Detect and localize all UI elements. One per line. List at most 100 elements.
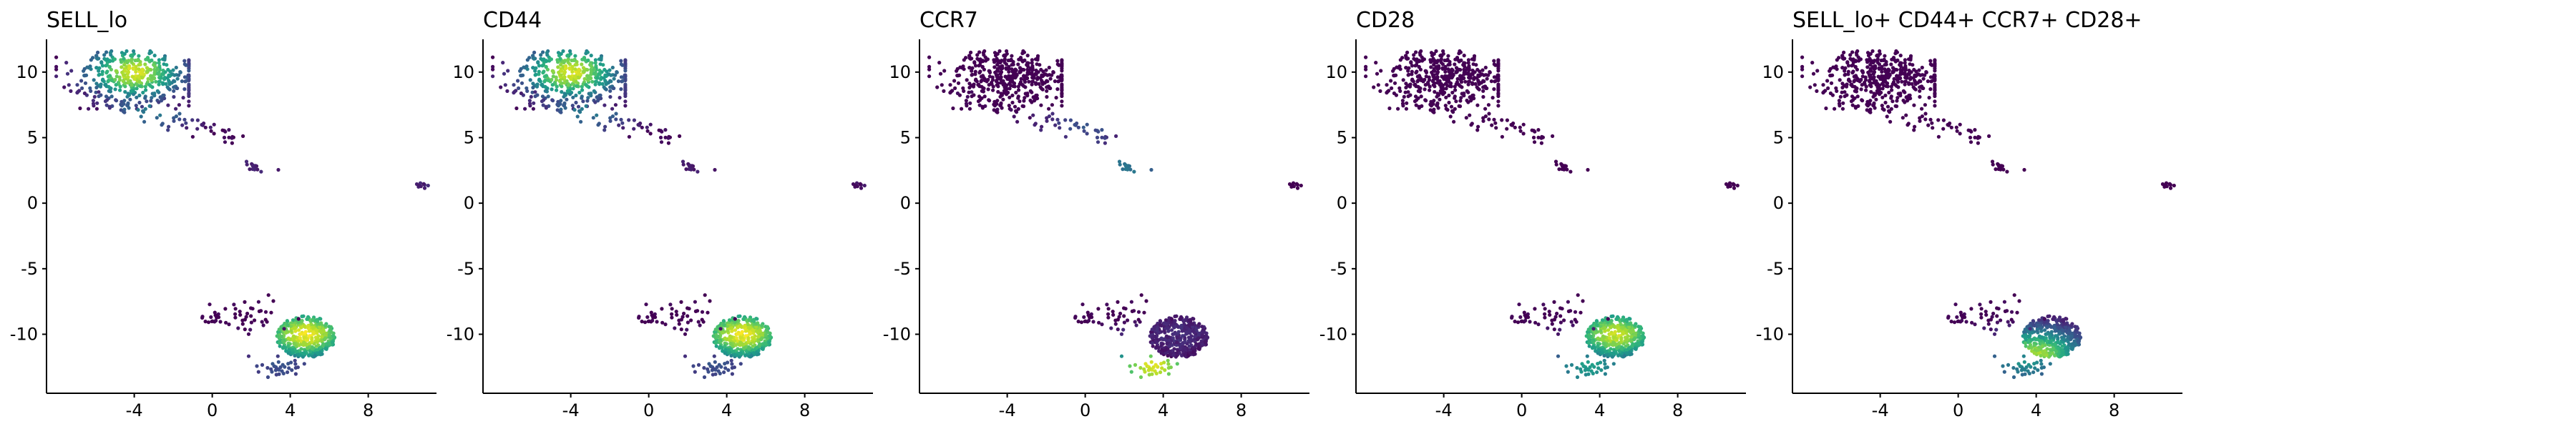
scatter-point [1196, 346, 1201, 350]
scatter-point [1400, 99, 1405, 103]
scatter-point [1636, 342, 1641, 347]
scatter-point [1022, 99, 1026, 103]
scatter-point [1449, 104, 1454, 109]
scatter-point [2032, 336, 2036, 340]
y-tick-label: -10 [447, 325, 474, 345]
scatter-point [1010, 80, 1015, 84]
scatter-point [255, 167, 260, 172]
scatter-point [1911, 85, 1916, 89]
scatter-point [2167, 182, 2172, 187]
scatter-point [1440, 66, 1445, 71]
scatter-point [1554, 162, 1558, 167]
scatter-point [1496, 69, 1501, 73]
scatter-point [1561, 163, 1565, 167]
scatter-point [144, 88, 148, 92]
scatter-point [1735, 183, 1740, 188]
scatter-point [1169, 352, 1173, 357]
y-tick-label: -5 [457, 259, 474, 279]
scatter-point [1486, 73, 1491, 77]
scatter-point [1913, 74, 1918, 79]
scatter-point [1294, 182, 1299, 187]
scatter-point [691, 364, 696, 368]
scatter-point [1853, 89, 1857, 93]
scatter-point [1599, 321, 1603, 325]
scatter-point [685, 327, 689, 332]
scatter-point [245, 162, 249, 167]
scatter-point [584, 104, 588, 108]
scatter-point [305, 346, 310, 350]
scatter-point [89, 58, 93, 62]
points [491, 49, 867, 380]
scatter-point [107, 64, 112, 69]
scatter-point [1800, 74, 1805, 79]
scatter-point [1450, 90, 1455, 95]
scatter-point [91, 102, 96, 106]
scatter-point [999, 81, 1003, 85]
scatter-point [1118, 162, 1122, 167]
scatter-point [935, 85, 940, 89]
x-tick-label: 8 [1236, 400, 1246, 420]
scatter-point [506, 69, 510, 73]
scatter-point [623, 84, 628, 88]
scatter-point [1845, 93, 1849, 97]
scatter-point [763, 333, 768, 337]
scatter-point [1423, 98, 1428, 102]
scatter-point [2023, 341, 2027, 345]
scatter-point [136, 74, 140, 79]
scatter-point [318, 322, 322, 326]
scatter-point [1020, 51, 1025, 56]
scatter-point [1606, 317, 1610, 321]
scatter-point [973, 78, 978, 82]
scatter-point [1510, 315, 1514, 320]
y-tick-label: 10 [452, 62, 474, 82]
scatter-point [1726, 183, 1730, 188]
scatter-point [1109, 326, 1113, 330]
scatter-point [1449, 70, 1454, 74]
scatter-point [1462, 76, 1466, 80]
scatter-point [1523, 318, 1528, 323]
scatter-point [2073, 325, 2077, 329]
scatter-point [1083, 319, 1088, 323]
scatter-point [1617, 334, 1621, 338]
scatter-point [1869, 81, 1873, 86]
scatter-point [972, 82, 976, 87]
scatter-point [2067, 342, 2072, 346]
scatter-point [1179, 325, 1183, 329]
scatter-point [722, 322, 726, 327]
scatter-point [540, 64, 545, 68]
scatter-point [599, 77, 603, 82]
scatter-point [576, 70, 581, 74]
scatter-point [1159, 351, 1163, 355]
scatter-point [141, 90, 145, 95]
scatter-point [977, 103, 982, 107]
scatter-point [543, 89, 547, 93]
scatter-point [1178, 346, 1183, 350]
scatter-point [1557, 167, 1561, 172]
scatter-point [1533, 320, 1538, 325]
scatter-point [1406, 73, 1410, 77]
scatter-point [972, 93, 976, 97]
panel-title: SELL_lo [47, 8, 127, 33]
scatter-point [1868, 109, 1872, 114]
scatter-point [519, 66, 523, 71]
scatter-point [152, 67, 157, 72]
scatter-point [1087, 318, 1091, 323]
scatter-point [290, 368, 294, 373]
scatter-point [1860, 83, 1864, 87]
scatter-point [593, 58, 598, 62]
scatter-point [977, 64, 981, 68]
scatter-point [1063, 134, 1068, 139]
scatter-point [648, 132, 653, 136]
scatter-point [579, 119, 583, 124]
scatter-point [1860, 74, 1865, 79]
scatter-point [747, 317, 751, 322]
scatter-point [1889, 62, 1893, 66]
scatter-point [1913, 87, 1918, 92]
scatter-point [182, 75, 187, 79]
scatter-point [670, 315, 674, 320]
scatter-point [1823, 89, 1828, 93]
scatter-point [174, 65, 178, 70]
scatter-point [1010, 54, 1014, 58]
scatter-point [712, 354, 716, 358]
scatter-point [608, 116, 613, 120]
